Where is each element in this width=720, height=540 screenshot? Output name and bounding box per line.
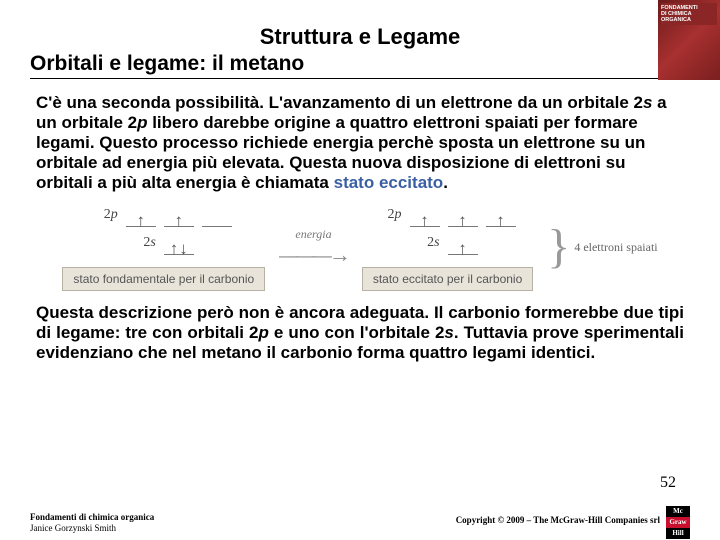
arrow-right-icon: ———→ — [279, 242, 348, 268]
orbital-p: p — [137, 113, 147, 132]
text: . — [443, 173, 448, 192]
orbital-row-2p: 2p ↑ ↑ ↑ — [380, 203, 516, 227]
slide-subtitle: Orbitali e legame: il metano — [30, 52, 690, 79]
highlight-term: stato eccitato — [334, 173, 444, 192]
paragraph-1: C'è una seconda possibilità. L'avanzamen… — [30, 93, 690, 193]
ground-state-config: 2p ↑ ↑ 2s ↑↓ stato fondamentale per il c… — [62, 203, 265, 291]
orbital-row-2s: 2s ↑↓ — [134, 231, 194, 255]
logo-part: Mc — [666, 506, 690, 517]
orbital-box: ↑ — [410, 203, 440, 227]
slide-title: Struttura e Legame — [30, 24, 690, 50]
author-name: Janice Gorzynski Smith — [30, 523, 154, 534]
logo-part: Hill — [666, 528, 690, 539]
paragraph-2: Questa descrizione però non è ancora ade… — [30, 303, 690, 363]
orbital-row-2s: 2s ↑ — [418, 231, 478, 255]
footer-right: Copyright © 2009 – The McGraw-Hill Compa… — [456, 506, 690, 534]
orbital-label: 2s — [418, 235, 440, 251]
orbital-s: s — [444, 323, 453, 342]
energy-label: energia — [295, 227, 331, 242]
publisher-logo: Mc Graw Hill — [666, 506, 690, 534]
book-title: Fondamenti di chimica organica — [30, 512, 154, 523]
orbital-box: ↑ — [486, 203, 516, 227]
text: e uno con l'orbitale 2 — [269, 323, 445, 342]
page-number: 52 — [660, 474, 676, 492]
footer-left: Fondamenti di chimica organica Janice Go… — [30, 512, 154, 534]
orbital-box: ↑↓ — [164, 231, 194, 255]
electron-config-diagram: 2p ↑ ↑ 2s ↑↓ stato fondamentale per il c… — [30, 203, 690, 291]
logo-part: Graw — [666, 517, 690, 528]
orbital-row-2p: 2p ↑ ↑ — [96, 203, 232, 227]
orbital-box: ↑ — [448, 231, 478, 255]
book-cover-thumbnail: FONDAMENTI DI CHIMICA ORGANICA — [658, 0, 720, 80]
orbital-box: ↑ — [126, 203, 156, 227]
thumb-text: ORGANICA — [661, 17, 691, 23]
brace-annotation: } 4 elettroni spaiati — [547, 233, 657, 262]
state-label-ground: stato fondamentale per il carbonio — [62, 267, 265, 291]
orbital-label: 2p — [96, 207, 118, 223]
orbital-box — [202, 203, 232, 227]
orbital-label: 2p — [380, 207, 402, 223]
text: C'è una seconda possibilità. L'avanzamen… — [36, 93, 643, 112]
orbital-box: ↑ — [448, 203, 478, 227]
orbital-box: ↑ — [164, 203, 194, 227]
orbital-label: 2s — [134, 235, 156, 251]
slide-container: FONDAMENTI DI CHIMICA ORGANICA Struttura… — [0, 0, 720, 540]
excited-state-config: 2p ↑ ↑ ↑ 2s ↑ stato eccitato per il carb… — [362, 203, 533, 291]
brace-icon: } — [547, 233, 570, 262]
state-label-excited: stato eccitato per il carbonio — [362, 267, 533, 291]
energy-arrow: energia ———→ — [279, 227, 348, 268]
copyright-text: Copyright © 2009 – The McGraw-Hill Compa… — [456, 515, 660, 525]
footer: Fondamenti di chimica organica Janice Go… — [30, 506, 690, 534]
brace-text: 4 elettroni spaiati — [574, 240, 657, 255]
orbital-p: p — [259, 323, 269, 342]
